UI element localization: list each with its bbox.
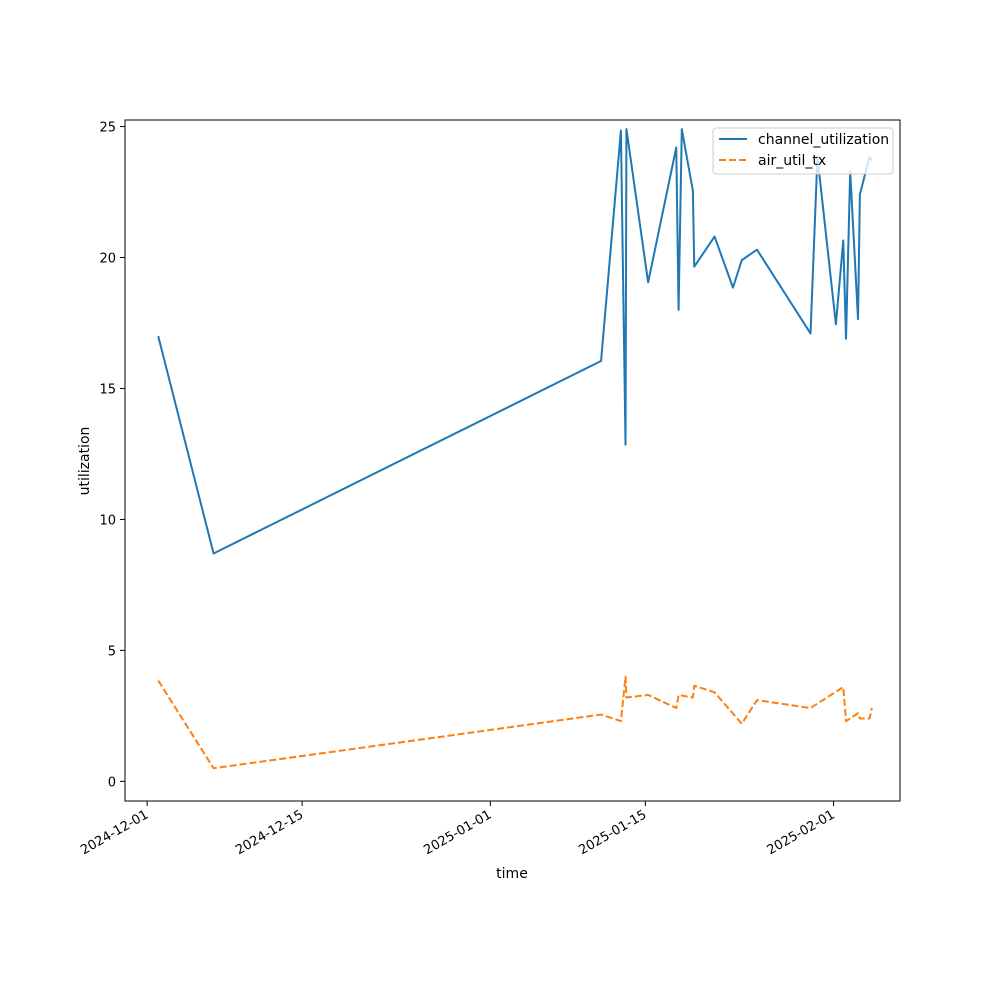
- x-tick-label: 2025-01-01: [421, 807, 494, 858]
- legend: channel_utilization air_util_tx: [712, 127, 894, 175]
- x-axis-label: time: [496, 866, 528, 882]
- axes-frame: [124, 119, 901, 802]
- y-tick-label: 10: [99, 513, 116, 528]
- series-line-air-util-tx: [157, 675, 873, 770]
- series-layer: [157, 128, 873, 770]
- legend-label-channel-utilization: channel_utilization: [758, 132, 889, 148]
- series-line-channel-utilization: [157, 128, 873, 555]
- y-axis-label: utilization: [77, 427, 93, 496]
- y-tick-label: 0: [108, 775, 116, 790]
- y-tick-label: 25: [99, 121, 116, 136]
- y-tick-label: 15: [99, 382, 116, 397]
- x-tick-label: 2025-02-01: [765, 807, 838, 858]
- x-axis-ticks: 2024-12-01 2024-12-15 2025-01-01 2025-01-15…: [78, 801, 838, 858]
- legend-label-air-util-tx: air_util_tx: [758, 153, 826, 169]
- x-tick-label: 2024-12-01: [78, 807, 151, 858]
- y-tick-label: 5: [108, 644, 116, 659]
- y-axis-ticks: 0 5 10 15 20 25: [99, 121, 125, 790]
- legend-box: [712, 127, 894, 175]
- x-tick-label: 2025-01-15: [576, 807, 649, 858]
- y-tick-label: 20: [99, 252, 116, 267]
- x-tick-label: 2024-12-15: [233, 807, 306, 858]
